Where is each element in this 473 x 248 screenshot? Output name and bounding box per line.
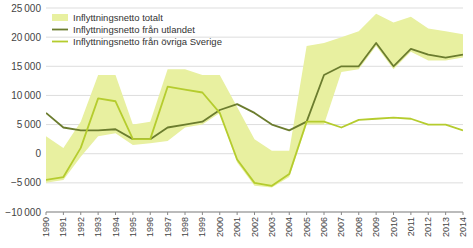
x-tick bbox=[341, 212, 342, 215]
x-tick bbox=[463, 212, 464, 215]
grid-line bbox=[46, 8, 463, 9]
y-tick-labels: −10 000 −5 000 0 5 000 10 000 15 000 20 000 25 … bbox=[5, 3, 41, 218]
x-tick bbox=[132, 212, 133, 215]
x-tick-label: 1996 bbox=[145, 217, 155, 237]
x-tick bbox=[80, 212, 81, 215]
x-tick bbox=[428, 212, 429, 215]
y-tick-label: 15 000 bbox=[11, 61, 41, 72]
x-tick-label: 2007 bbox=[336, 217, 346, 237]
x-tick bbox=[185, 212, 186, 215]
x-tick-label: 2006 bbox=[319, 217, 329, 237]
x-tick bbox=[393, 212, 394, 215]
x-tick bbox=[150, 212, 151, 215]
x-tick bbox=[115, 212, 116, 215]
line bbox=[46, 87, 463, 186]
x-tick-label: 2011 bbox=[406, 217, 416, 236]
legend-item: Inflyttningsnetto totalt bbox=[52, 12, 163, 23]
background bbox=[0, 0, 473, 248]
x-tick bbox=[445, 212, 446, 215]
x-tick bbox=[63, 212, 64, 215]
y-grid bbox=[46, 8, 463, 212]
x-tick bbox=[289, 212, 290, 215]
x-axis: 1990 1991 1992 1993 1994 1995 1996 1997 1998 1999… bbox=[41, 212, 468, 237]
y-tick-label: 5 000 bbox=[17, 119, 42, 130]
x-tick-label: 2012 bbox=[423, 217, 433, 237]
legend-label: Inflyttningsnetto från övriga Sverige bbox=[73, 36, 222, 47]
x-tick-label: 2009 bbox=[371, 217, 381, 237]
x-tick-label: 2004 bbox=[284, 217, 294, 237]
x-tick bbox=[376, 212, 377, 215]
x-tick bbox=[306, 212, 307, 215]
legend-item: Inflyttningsnetto från övriga Sverige bbox=[52, 36, 222, 47]
x-tick-label: 2002 bbox=[250, 217, 260, 237]
x-tick-label: 1999 bbox=[197, 217, 207, 237]
x-tick bbox=[254, 212, 255, 215]
legend-label: Inflyttningsnetto totalt bbox=[73, 12, 163, 23]
x-tick-label: 1994 bbox=[111, 217, 121, 237]
area-band bbox=[46, 14, 463, 188]
x-tick-label: 1993 bbox=[93, 217, 103, 237]
x-tick-label: 1998 bbox=[180, 217, 190, 237]
x-tick-label: 2014 bbox=[458, 217, 468, 237]
legend: Inflyttningsnetto totaltInflyttningsnett… bbox=[52, 12, 222, 47]
x-tick-label: 1991 bbox=[58, 217, 68, 237]
line bbox=[46, 43, 463, 139]
y-tick-label: −10 000 bbox=[5, 207, 41, 218]
x-tick-label: 2008 bbox=[354, 217, 364, 237]
x-tick bbox=[410, 212, 411, 215]
x-tick-label: 2013 bbox=[441, 217, 451, 237]
x-tick bbox=[219, 212, 220, 215]
x-tick bbox=[167, 212, 168, 215]
x-tick bbox=[202, 212, 203, 215]
x-tick bbox=[46, 212, 47, 215]
x-tick-label: 2010 bbox=[389, 217, 399, 237]
y-tick-label: 10 000 bbox=[11, 90, 41, 101]
x-tick-label: 2000 bbox=[215, 217, 225, 237]
y-tick-label: 25 000 bbox=[11, 3, 41, 14]
plot-area bbox=[46, 14, 463, 188]
legend-swatch bbox=[52, 29, 68, 31]
x-tick-label: 1992 bbox=[76, 217, 86, 237]
x-tick-label: 1997 bbox=[163, 217, 173, 237]
legend-label: Inflyttningsnetto från utlandet bbox=[73, 24, 195, 35]
x-tick bbox=[358, 212, 359, 215]
y-tick-label: 0 bbox=[35, 148, 41, 159]
y-tick-label: 20 000 bbox=[11, 32, 41, 43]
x-tick bbox=[324, 212, 325, 215]
chart: −10 000 −5 000 0 5 000 10 000 15 000 20 000 25 … bbox=[0, 0, 473, 248]
x-tick-label: 1990 bbox=[41, 217, 51, 237]
x-tick-label: 1995 bbox=[128, 217, 138, 237]
x-tick-label: 2003 bbox=[267, 217, 277, 237]
x-tick bbox=[98, 212, 99, 215]
legend-swatch bbox=[52, 41, 68, 43]
y-tick-label: −5 000 bbox=[11, 177, 42, 188]
x-tick bbox=[237, 212, 238, 215]
legend-item: Inflyttningsnetto från utlandet bbox=[52, 24, 195, 35]
x-tick-label: 2001 bbox=[232, 217, 242, 237]
grid-line bbox=[46, 66, 463, 67]
legend-swatch bbox=[52, 14, 68, 21]
x-tick-label: 2005 bbox=[302, 217, 312, 237]
x-tick bbox=[271, 212, 272, 215]
